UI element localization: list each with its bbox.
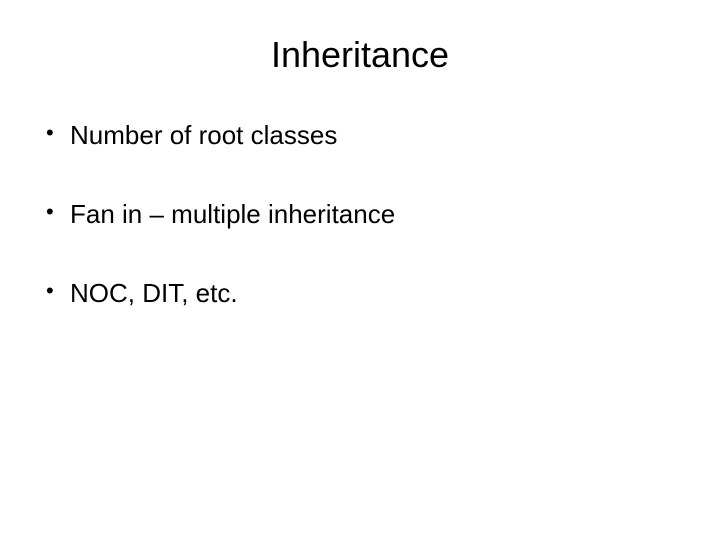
bullet-item: Fan in – multiple inheritance (42, 199, 678, 230)
bullet-list: Number of root classes Fan in – multiple… (42, 120, 678, 309)
bullet-item: Number of root classes (42, 120, 678, 151)
bullet-item: NOC, DIT, etc. (42, 278, 678, 309)
slide-container: Inheritance Number of root classes Fan i… (0, 0, 720, 540)
slide-title: Inheritance (42, 34, 678, 76)
